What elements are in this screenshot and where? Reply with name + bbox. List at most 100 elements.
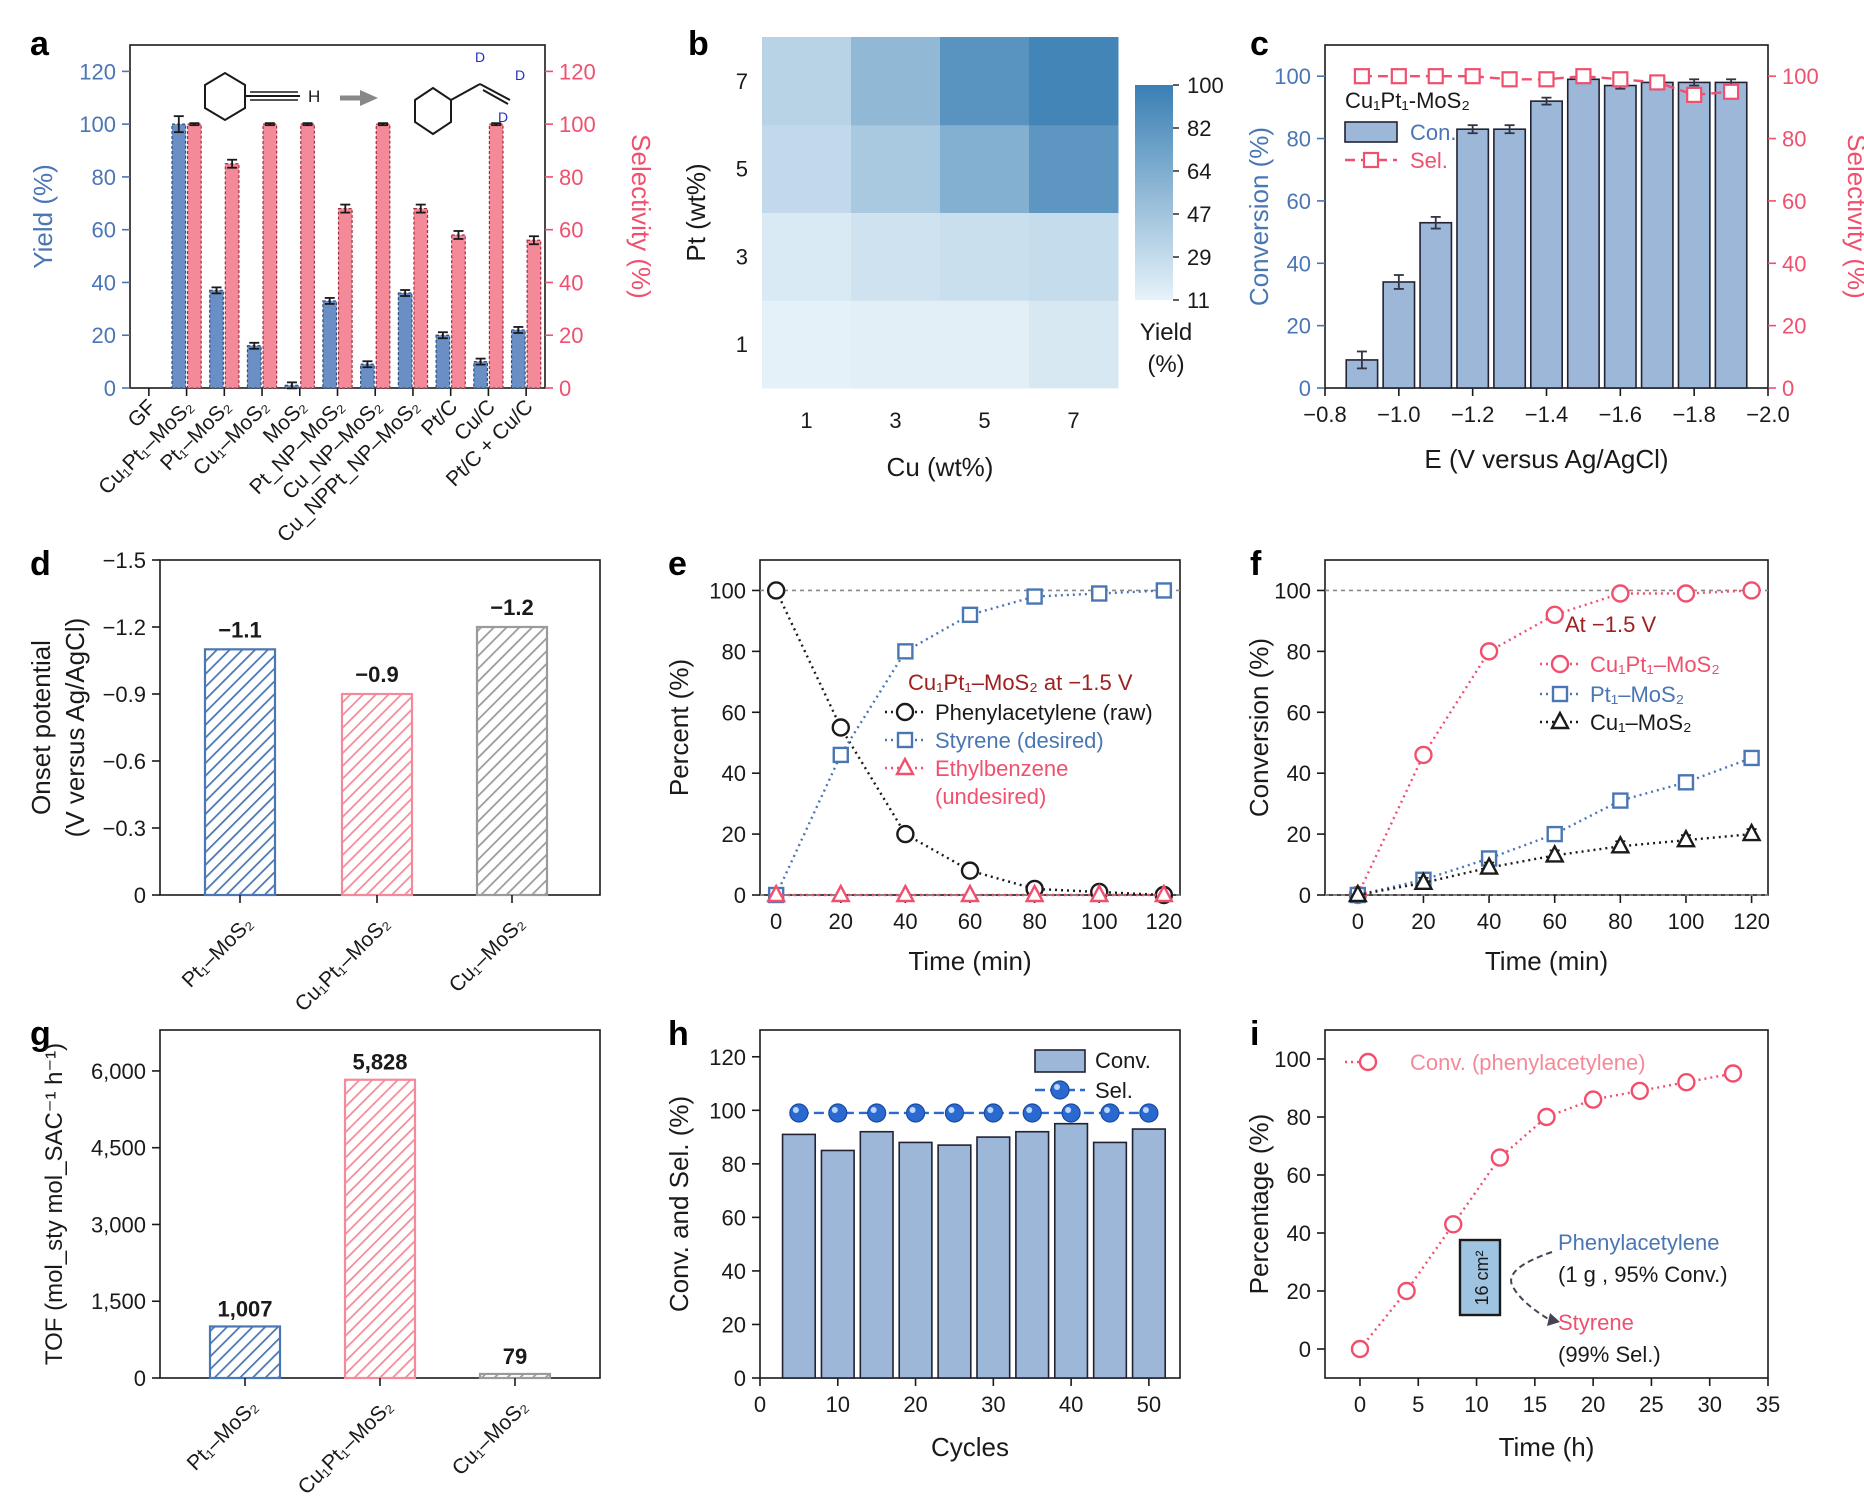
- e-xtick-label: 80: [1022, 909, 1046, 934]
- heatmap-cell: [1029, 300, 1119, 389]
- a-yield-bar: [473, 361, 489, 389]
- f-marker: [1675, 828, 1696, 848]
- c-sel-marker: [1427, 68, 1444, 85]
- f-legend-label: Cu₁–MoS₂: [1590, 710, 1692, 735]
- e-xtick-label: 100: [1081, 909, 1118, 934]
- c-xtick-label: −1.0: [1377, 402, 1420, 427]
- e-xtick-label: 120: [1145, 909, 1182, 934]
- i-reactant-label: Phenylacetylene: [1558, 1230, 1719, 1255]
- d-ytick-label: −0.6: [103, 749, 146, 774]
- e-ytick-label: 100: [709, 578, 746, 603]
- d-xtick-label: Pt₁–MoS₂: [178, 912, 258, 992]
- electrode-box: [1458, 1238, 1502, 1317]
- e-ylabel: Percent (%): [664, 659, 694, 796]
- h-sel-marker: [867, 1103, 887, 1123]
- heatmap-cell: [1029, 212, 1119, 301]
- h-legend-conv: Conv.: [1095, 1048, 1151, 1073]
- c-con-bar: [1456, 128, 1490, 389]
- i-ytick-label: 60: [1287, 1163, 1311, 1188]
- i-marker: [1677, 1072, 1696, 1092]
- colorbar-tick-label: 100: [1187, 73, 1224, 98]
- chart-c: 0 20 40 60 80 100 0 20 40 60 80 100 Conversion (%) Se…: [1244, 44, 1864, 474]
- a-yield-bar: [510, 329, 526, 389]
- heatmap-cell: [762, 124, 852, 213]
- g-bar: [208, 1325, 282, 1380]
- g-bar: [343, 1078, 417, 1380]
- h-conv-bar: [820, 1149, 855, 1379]
- e-ytick-label: 40: [722, 761, 746, 786]
- c-sel-marker: [1538, 71, 1555, 88]
- i-marker: [1537, 1107, 1556, 1127]
- plot-frame-i: [1324, 1029, 1769, 1379]
- e-legend-marker: [895, 702, 915, 722]
- c-legend-con-swatch: [1344, 121, 1398, 143]
- c-xlabel: E (V versus Ag/AgCl): [1424, 444, 1668, 474]
- c-ytick-label: 40: [1287, 251, 1311, 276]
- g-xtick-label: Pt₁–MoS₂: [183, 1395, 263, 1475]
- d-data-label: −1.2: [490, 595, 533, 620]
- g-bar: [478, 1372, 552, 1380]
- d-data-label: −0.9: [355, 662, 398, 687]
- f-xtick-label: 20: [1411, 909, 1435, 934]
- h-ytick-label: 120: [709, 1045, 746, 1070]
- b-xtick-label: 1: [800, 408, 812, 433]
- h-sel-marker-highlight: [870, 1106, 877, 1113]
- g-data-label: 5,828: [352, 1050, 407, 1075]
- g-ytick-label: 4,500: [91, 1136, 146, 1161]
- c-xtick-label: −1.8: [1672, 402, 1715, 427]
- e-marker: [830, 883, 851, 903]
- f-marker: [1546, 825, 1563, 843]
- benzene-ring-product: [414, 86, 452, 136]
- c-legend-sel: Sel.: [1410, 148, 1448, 173]
- g-ytick-label: 1,500: [91, 1289, 146, 1314]
- c-xtick-label: −0.8: [1303, 402, 1346, 427]
- f-ytick-label: 80: [1287, 639, 1311, 664]
- f-xlabel: Time (min): [1485, 946, 1608, 976]
- a-sel-bar: [337, 207, 353, 389]
- h-conv-bar: [1015, 1130, 1050, 1379]
- e-annotation: Cu₁Pt₁–MoS₂ at −1.5 V: [908, 670, 1133, 695]
- c-sel-marker: [1612, 71, 1629, 88]
- d-ytick-label: −1.2: [103, 615, 146, 640]
- d-bar: [203, 648, 277, 897]
- heatmap-cell: [851, 300, 941, 389]
- h-sel-marker-highlight: [1142, 1106, 1149, 1113]
- e-ytick-label: 20: [722, 822, 746, 847]
- a-ytick-label: 20: [92, 323, 116, 348]
- i-marker: [1350, 1339, 1370, 1359]
- c2-ytick-label: 0: [1782, 376, 1794, 401]
- e-ytick-label: 0: [734, 883, 746, 908]
- i-xtick-label: 20: [1581, 1392, 1605, 1417]
- b-xtick-label: 3: [889, 408, 901, 433]
- heatmap-cell: [1029, 37, 1119, 126]
- g-ytick-label: 6,000: [91, 1059, 146, 1084]
- h-legend-sel-marker: [1050, 1080, 1070, 1100]
- e-marker: [961, 606, 979, 624]
- f-legend-marker: [1551, 685, 1569, 703]
- h-sel-marker-highlight: [987, 1106, 994, 1113]
- plot-frame-f: [1324, 559, 1769, 896]
- a-sel-bar: [488, 123, 504, 389]
- h-conv-bar: [976, 1136, 1011, 1379]
- i-marker: [1723, 1064, 1743, 1083]
- e-marker: [766, 581, 786, 600]
- i-xtick-label: 0: [1354, 1392, 1366, 1417]
- e-xlabel: Time (min): [908, 946, 1031, 976]
- colorbar-tick-label: 29: [1187, 245, 1211, 270]
- f-xtick-label: 120: [1733, 909, 1770, 934]
- c-legend-con: Con.: [1410, 120, 1456, 145]
- f-xtick-label: 40: [1477, 909, 1501, 934]
- a-ytick-label: 0: [104, 376, 116, 401]
- heatmap-cell: [762, 300, 852, 389]
- f-legend-label: Pt₁–MoS₂: [1590, 682, 1684, 707]
- d-xtick-label: Cu₁Pt₁–MoS₂: [291, 912, 395, 1016]
- h-xtick-label: 20: [903, 1392, 927, 1417]
- heatmap-cell: [851, 212, 941, 301]
- c2-ytick-label: 100: [1782, 64, 1819, 89]
- i-legend-marker: [1358, 1052, 1378, 1072]
- c-sel-marker: [1501, 71, 1518, 88]
- atom-D: D: [498, 109, 508, 125]
- i-xtick-label: 5: [1412, 1392, 1424, 1417]
- g-ytick-label: 0: [134, 1366, 146, 1391]
- h-sel-marker-highlight: [1104, 1106, 1110, 1113]
